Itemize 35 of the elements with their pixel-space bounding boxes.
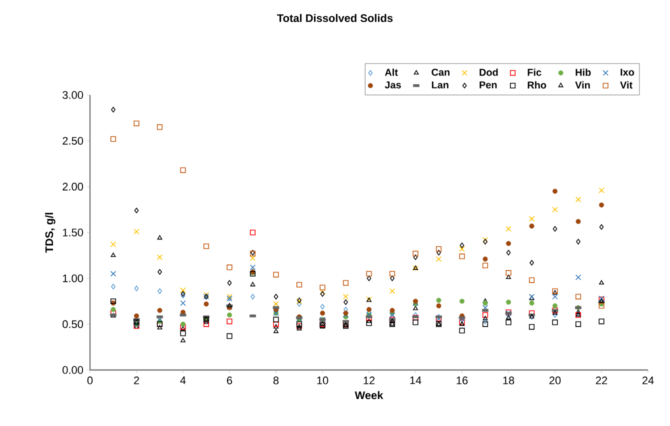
legend-label: Alt <box>384 68 398 76</box>
chart-title: Total Dissolved Solids <box>277 14 393 22</box>
x-tick-label: 6 <box>227 376 232 384</box>
x-tick-label: 10 <box>317 376 328 384</box>
y-tick-label: 0.00 <box>62 366 84 374</box>
x-tick-label: 14 <box>410 376 422 384</box>
x-tick-label: 8 <box>273 376 279 384</box>
x-tick-label: 18 <box>503 376 514 384</box>
x-tick-label: 16 <box>456 376 468 384</box>
y-tick-label: 1.50 <box>62 228 84 236</box>
legend-label: Fic <box>528 68 542 76</box>
legend-label: Jas <box>384 81 401 88</box>
x-tick-label: 22 <box>596 376 608 384</box>
x-axis-title: Week <box>354 391 384 400</box>
legend-label: Vit <box>620 81 632 89</box>
legend-label: Dod <box>480 68 498 76</box>
legend-label: Hib <box>576 68 591 76</box>
y-tick-label: 3.00 <box>62 91 84 99</box>
y-tick-label: 1.00 <box>62 274 84 282</box>
x-tick-label: 24 <box>642 376 654 384</box>
y-tick-label: 0.50 <box>62 320 84 328</box>
y-tick-label: 2.50 <box>62 136 84 145</box>
legend-label: Rho <box>528 81 546 89</box>
x-tick-label: 4 <box>180 376 186 384</box>
x-tick-label: 12 <box>364 376 375 384</box>
legend-label: Pen <box>480 81 497 88</box>
y-tick-label: 2.00 <box>62 182 84 191</box>
legend-label: Can <box>432 68 450 76</box>
legend-label: Lan <box>432 81 448 88</box>
y-axis-title: TDS, g/l <box>45 212 56 253</box>
x-tick-label: 2 <box>134 376 139 384</box>
legend-label: Ixo <box>620 68 634 76</box>
x-tick-label: 0 <box>87 376 93 384</box>
legend-label: Vin <box>575 81 590 88</box>
x-tick-label: 20 <box>549 376 561 384</box>
